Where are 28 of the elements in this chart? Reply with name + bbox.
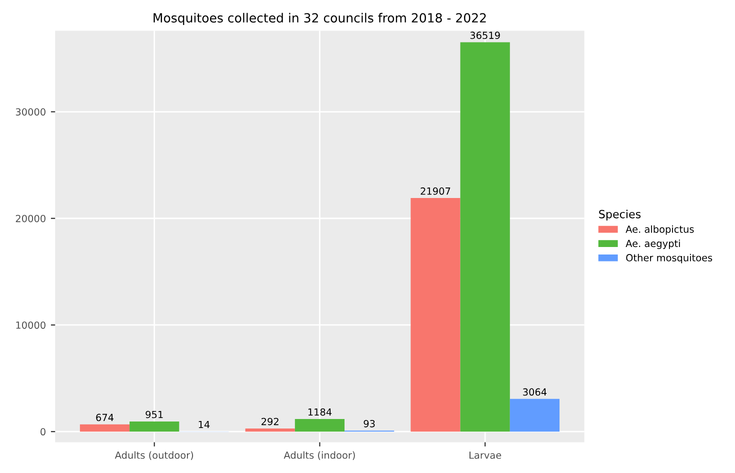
bar [410, 198, 460, 432]
x-tick-label: Larvae [470, 452, 502, 459]
y-tick-label: 20000 [16, 214, 46, 222]
data-label: 21907 [420, 187, 450, 195]
data-label: 36519 [470, 32, 500, 39]
bar [130, 421, 180, 432]
data-label: 14 [198, 420, 210, 428]
bar [460, 42, 510, 432]
x-tick-label: Adults (indoor) [284, 451, 355, 460]
bar [80, 424, 130, 432]
y-tick-label: 30000 [16, 108, 46, 116]
bar [294, 418, 345, 432]
y-tick-label: 10000 [16, 321, 46, 329]
legend-label: Ae. aegypti [626, 240, 680, 250]
data-label: 3064 [523, 388, 547, 396]
x-tick-label: Adults (outdoor) [114, 451, 194, 460]
data-label: 1184 [308, 408, 332, 416]
data-label: 951 [146, 410, 163, 418]
data-label: 292 [262, 418, 278, 426]
legend-title: Species [599, 210, 641, 220]
bar [245, 428, 295, 432]
chart-title: Mosquitoes collected in 32 councils from 2018 - 2022 [154, 12, 486, 26]
data-label: 93 [364, 420, 375, 428]
legend-label: Other mosquitoes [626, 254, 712, 264]
y-tick-label: 0 [40, 428, 46, 436]
legend-label: Ae. albopictus [626, 225, 694, 235]
data-label: 674 [96, 414, 114, 422]
bar [510, 398, 560, 432]
